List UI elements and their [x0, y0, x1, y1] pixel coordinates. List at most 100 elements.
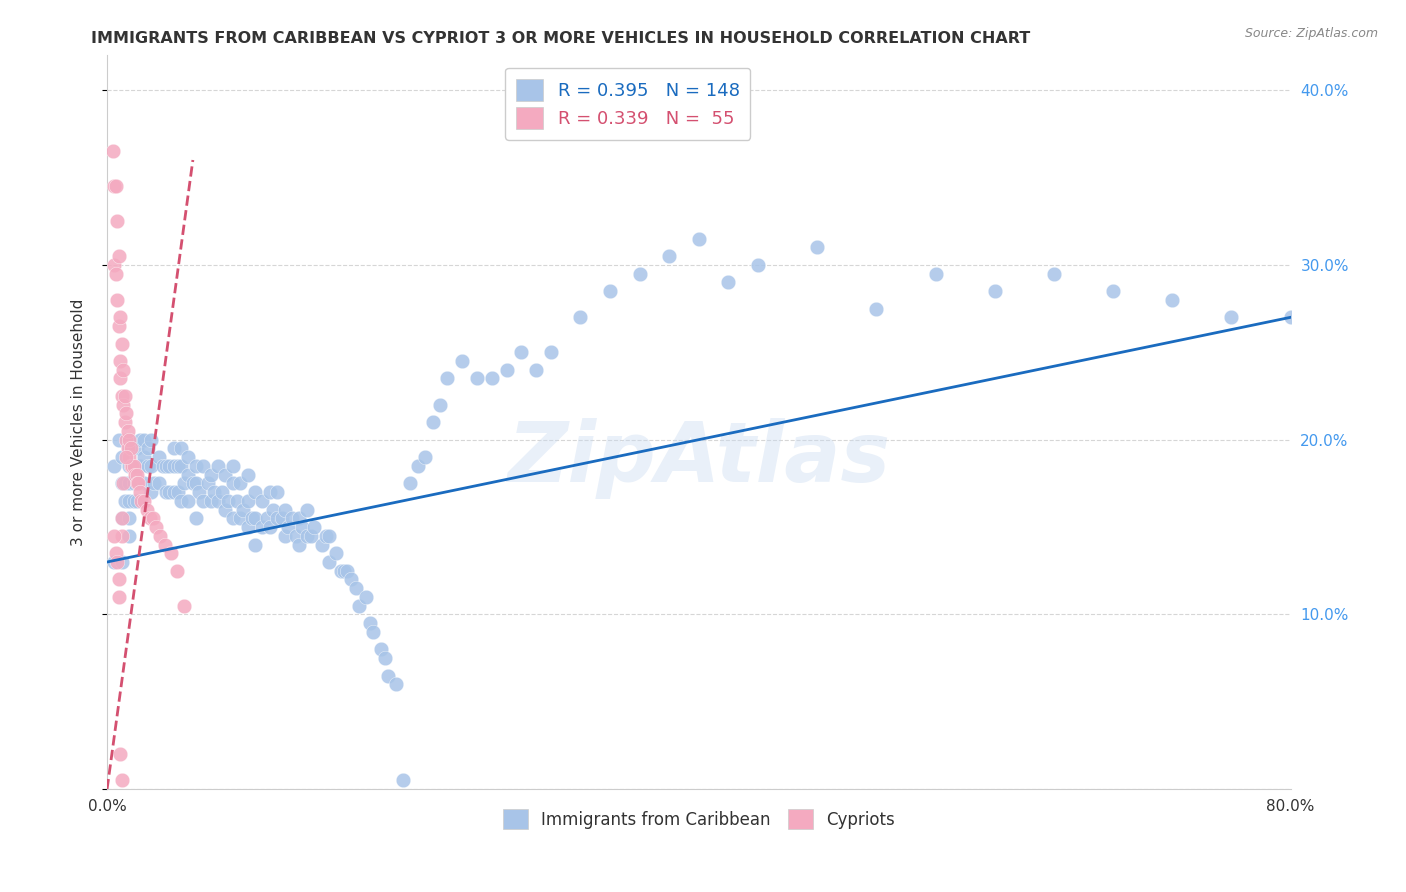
Point — [1043, 267, 1066, 281]
Point — [138, 442, 160, 456]
Point — [187, 485, 209, 500]
Point — [132, 476, 155, 491]
Point — [399, 476, 422, 491]
Point — [114, 493, 136, 508]
Point — [115, 406, 138, 420]
Point — [170, 493, 193, 508]
Point — [413, 450, 436, 464]
Point — [152, 458, 174, 473]
Point — [184, 511, 207, 525]
Point — [112, 476, 135, 491]
Point — [104, 267, 127, 281]
Point — [344, 581, 367, 595]
Point — [118, 442, 141, 456]
Point — [384, 677, 406, 691]
Point — [1161, 293, 1184, 307]
Point — [103, 179, 125, 194]
Point — [207, 458, 229, 473]
Point — [315, 529, 337, 543]
Point — [110, 310, 132, 325]
Point — [273, 529, 295, 543]
Point — [193, 493, 215, 508]
Point — [243, 537, 266, 551]
Point — [117, 424, 139, 438]
Point — [125, 458, 148, 473]
Point — [132, 450, 155, 464]
Point — [266, 511, 288, 525]
Point — [392, 773, 415, 788]
Point — [110, 747, 132, 762]
Point — [103, 458, 125, 473]
Point — [111, 389, 134, 403]
Point — [101, 145, 124, 159]
Point — [108, 590, 131, 604]
Point — [142, 511, 165, 525]
Point — [124, 467, 146, 482]
Point — [1279, 310, 1302, 325]
Point — [524, 363, 547, 377]
Point — [628, 267, 651, 281]
Point — [122, 458, 145, 473]
Point — [111, 511, 134, 525]
Point — [285, 529, 308, 543]
Point — [108, 319, 131, 334]
Point — [236, 520, 259, 534]
Point — [111, 529, 134, 543]
Point — [599, 284, 621, 298]
Point — [145, 520, 167, 534]
Point — [103, 529, 125, 543]
Point — [118, 433, 141, 447]
Point — [232, 502, 254, 516]
Point — [288, 537, 311, 551]
Point — [157, 485, 180, 500]
Point — [281, 511, 304, 525]
Point — [256, 511, 278, 525]
Point — [270, 511, 292, 525]
Point — [363, 624, 385, 639]
Point — [222, 511, 245, 525]
Point — [288, 511, 311, 525]
Point — [111, 336, 134, 351]
Point — [141, 458, 163, 473]
Point — [132, 493, 155, 508]
Point — [429, 398, 451, 412]
Point — [127, 476, 149, 491]
Point — [214, 502, 236, 516]
Point — [111, 476, 134, 491]
Point — [377, 668, 399, 682]
Point — [658, 249, 681, 263]
Point — [122, 476, 145, 491]
Point — [103, 555, 125, 569]
Point — [262, 502, 284, 516]
Point — [177, 467, 200, 482]
Point — [252, 520, 274, 534]
Point — [118, 450, 141, 464]
Point — [259, 485, 281, 500]
Point — [236, 467, 259, 482]
Point — [510, 345, 533, 359]
Point — [226, 493, 249, 508]
Point — [291, 520, 314, 534]
Point — [295, 502, 318, 516]
Point — [149, 529, 172, 543]
Point — [197, 476, 219, 491]
Point — [107, 293, 129, 307]
Point — [302, 520, 325, 534]
Point — [125, 476, 148, 491]
Point — [299, 529, 322, 543]
Point — [229, 476, 252, 491]
Point — [166, 564, 188, 578]
Point — [128, 433, 150, 447]
Point — [148, 476, 170, 491]
Point — [132, 433, 155, 447]
Point — [136, 502, 159, 516]
Point — [159, 546, 181, 560]
Point — [125, 442, 148, 456]
Point — [122, 458, 145, 473]
Point — [277, 520, 299, 534]
Point — [422, 415, 444, 429]
Point — [222, 476, 245, 491]
Point — [107, 555, 129, 569]
Point — [138, 458, 160, 473]
Point — [252, 493, 274, 508]
